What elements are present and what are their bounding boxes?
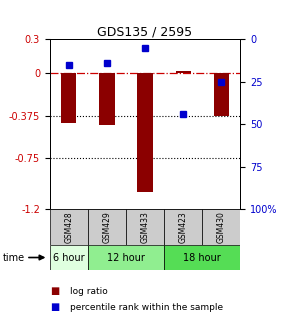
Bar xyxy=(164,245,240,270)
Text: 6 hour: 6 hour xyxy=(53,252,85,263)
Text: GSM433: GSM433 xyxy=(141,211,149,243)
Bar xyxy=(164,209,202,245)
Bar xyxy=(61,73,76,123)
Bar xyxy=(214,73,229,116)
Text: ■: ■ xyxy=(50,302,59,312)
Text: ■: ■ xyxy=(50,286,59,296)
Text: GSM430: GSM430 xyxy=(217,211,226,243)
Title: GDS135 / 2595: GDS135 / 2595 xyxy=(98,25,193,38)
Bar xyxy=(88,209,126,245)
Bar xyxy=(50,209,88,245)
Text: time: time xyxy=(3,252,25,263)
Bar xyxy=(126,209,164,245)
Bar xyxy=(176,71,191,73)
Text: GSM423: GSM423 xyxy=(179,211,188,243)
Text: GSM428: GSM428 xyxy=(64,212,73,243)
Text: GSM429: GSM429 xyxy=(103,211,111,243)
Text: 18 hour: 18 hour xyxy=(183,252,221,263)
Bar xyxy=(137,73,153,192)
Bar xyxy=(50,245,88,270)
Bar xyxy=(88,245,164,270)
Bar xyxy=(202,209,240,245)
Text: 12 hour: 12 hour xyxy=(107,252,145,263)
Text: percentile rank within the sample: percentile rank within the sample xyxy=(70,303,224,312)
Text: log ratio: log ratio xyxy=(70,286,108,296)
Bar xyxy=(99,73,115,125)
